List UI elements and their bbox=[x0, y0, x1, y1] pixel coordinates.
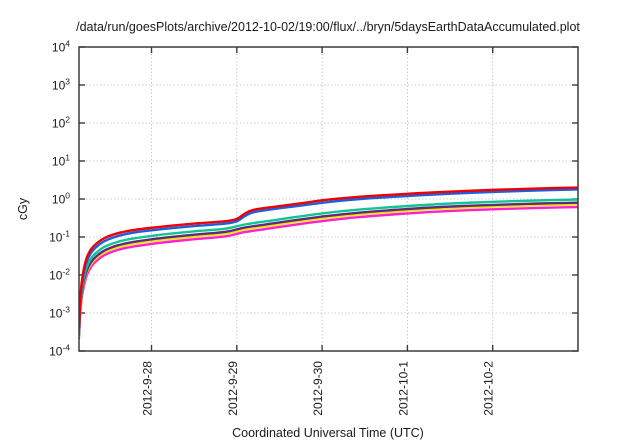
data-series-series-4 bbox=[79, 201, 578, 336]
y-tick-label: 100 bbox=[52, 191, 70, 207]
x-tick-label: 2012-10-1 bbox=[396, 361, 410, 416]
x-tick-label: 2012-10-2 bbox=[482, 361, 496, 416]
y-tick-label: 104 bbox=[52, 39, 70, 55]
data-series-series-1 bbox=[79, 186, 578, 330]
x-axis-title: Coordinated Universal Time (UTC) bbox=[232, 426, 424, 440]
x-axis-ticks: 2012-9-28 2012-9-29 2012-9-30 2012-10-1 2012… bbox=[141, 47, 496, 416]
x-tick-label: 2012-9-28 bbox=[141, 361, 155, 416]
data-series-group bbox=[79, 186, 578, 340]
x-tick-label: 2012-9-29 bbox=[226, 361, 240, 416]
data-series-series-2 bbox=[79, 188, 578, 332]
y-tick-label: 102 bbox=[52, 115, 70, 131]
plot-frame bbox=[78, 46, 579, 352]
y-axis-title: cGy bbox=[16, 197, 30, 220]
y-tick-label: 10-4 bbox=[49, 343, 70, 359]
data-series-series-6 bbox=[79, 205, 578, 340]
y-tick-label: 101 bbox=[52, 153, 70, 169]
y-tick-label: 10-2 bbox=[49, 267, 70, 283]
y-tick-label: 10-1 bbox=[49, 229, 70, 245]
y-tick-label: 10-3 bbox=[49, 305, 70, 321]
data-series-series-3 bbox=[79, 198, 578, 335]
page-title: /data/run/goesPlots/archive/2012-10-02/1… bbox=[76, 20, 580, 34]
y-tick-label: 103 bbox=[52, 77, 70, 93]
y-axis-ticks: 104 103 102 101 100 10-1 10-2 10-3 10-4 bbox=[49, 39, 578, 359]
x-tick-label: 2012-9-30 bbox=[311, 361, 325, 416]
